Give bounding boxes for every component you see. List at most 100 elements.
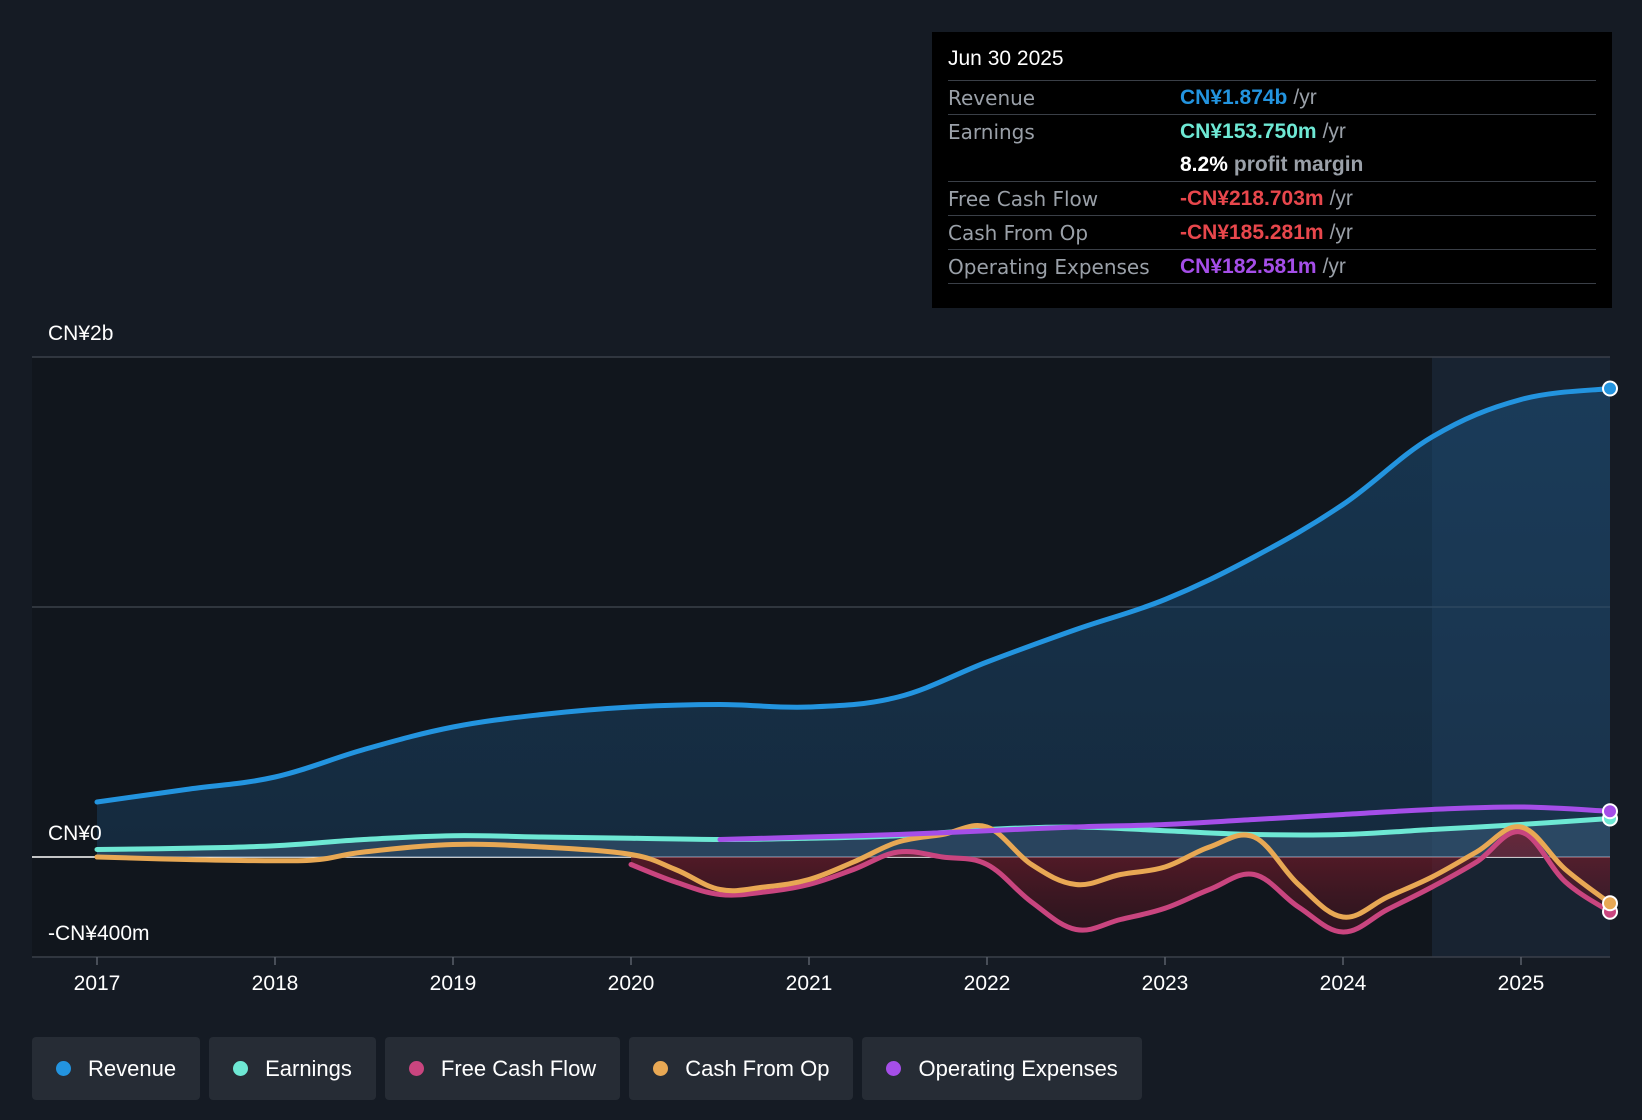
cash-from-op-point[interactable] (1474, 849, 1480, 855)
operating-expenses-point[interactable] (1429, 807, 1435, 813)
cash-from-op-point[interactable] (1385, 894, 1391, 900)
legend-item-free-cash-flow[interactable]: Free Cash Flow (384, 1037, 621, 1100)
x-tick-label: 2021 (786, 972, 833, 995)
legend-item-cash-from-op[interactable]: Cash From Op (629, 1037, 854, 1100)
free-cash-flow-point[interactable] (1340, 929, 1346, 935)
revenue-point[interactable] (450, 724, 456, 730)
free-cash-flow-point[interactable] (940, 854, 946, 860)
revenue-point[interactable] (272, 774, 278, 780)
operating-expenses-point[interactable] (717, 837, 723, 843)
free-cash-flow-point[interactable] (1251, 872, 1257, 878)
free-cash-flow-point[interactable] (1029, 899, 1035, 905)
earnings-point[interactable] (628, 835, 634, 841)
cash-from-op-point[interactable] (1296, 882, 1302, 888)
revenue-point[interactable] (984, 659, 990, 665)
cash-from-op-point[interactable] (183, 857, 189, 863)
free-cash-flow-point[interactable] (1207, 887, 1213, 893)
cash-from-op-point[interactable] (1162, 864, 1168, 870)
cash-from-op-point[interactable] (895, 839, 901, 845)
earnings-point[interactable] (1340, 832, 1346, 838)
cash-from-op-point[interactable] (806, 877, 812, 883)
cash-from-op-point[interactable] (94, 854, 100, 860)
cash-from-op-point[interactable] (1118, 872, 1124, 878)
cash-from-op-point[interactable] (272, 858, 278, 864)
cash-from-op-point[interactable] (940, 832, 946, 838)
free-cash-flow-point[interactable] (628, 862, 634, 868)
tooltip-date: Jun 30 2025 (948, 44, 1596, 81)
free-cash-flow-point[interactable] (895, 849, 901, 855)
cash-from-op-point[interactable] (1207, 844, 1213, 850)
cash-from-op-point[interactable] (1029, 862, 1035, 868)
free-cash-flow-point[interactable] (1073, 927, 1079, 933)
tooltip-row-unit: /yr (1322, 254, 1346, 278)
cash-from-op-point[interactable] (1251, 834, 1257, 840)
revenue-point[interactable] (1340, 502, 1346, 508)
operating-expenses-point[interactable] (1073, 824, 1079, 830)
operating-expenses-point[interactable] (1162, 822, 1168, 828)
earnings-point[interactable] (539, 834, 545, 840)
legend-item-revenue[interactable]: Revenue (32, 1037, 201, 1100)
cash-from-op-point[interactable] (851, 859, 857, 865)
revenue-point[interactable] (895, 694, 901, 700)
earnings-point[interactable] (183, 845, 189, 851)
revenue-point[interactable] (1518, 397, 1524, 403)
cash-from-op-point[interactable] (1429, 874, 1435, 880)
free-cash-flow-point[interactable] (851, 867, 857, 873)
operating-expenses-point[interactable] (1518, 804, 1524, 810)
cash-from-op-point[interactable] (1518, 824, 1524, 830)
operating-expenses-point[interactable] (984, 828, 990, 834)
cash-from-op-point[interactable] (450, 842, 456, 848)
cash-from-op-point[interactable] (762, 884, 768, 890)
free-cash-flow-point[interactable] (673, 879, 679, 885)
revenue-line (94, 386, 1613, 805)
legend-item-label: Free Cash Flow (440, 1055, 597, 1081)
cash-from-op-point[interactable] (539, 844, 545, 850)
tooltip-row-unit: /yr (1329, 220, 1353, 244)
legend-item-earnings[interactable]: Earnings (209, 1037, 376, 1100)
legend-item-operating-expenses[interactable]: Operating Expenses (862, 1037, 1142, 1100)
revenue-point[interactable] (1073, 627, 1079, 633)
free-cash-flow-point[interactable] (1429, 884, 1435, 890)
revenue-point[interactable] (717, 702, 723, 708)
revenue-point[interactable] (1429, 434, 1435, 440)
earnings-point[interactable] (361, 837, 367, 843)
cash-from-op-point[interactable] (673, 867, 679, 873)
earnings-point[interactable] (1162, 828, 1168, 834)
free-cash-flow-point[interactable] (1296, 904, 1302, 910)
free-cash-flow-point[interactable] (1385, 907, 1391, 913)
cash-from-op-point[interactable] (1563, 867, 1569, 873)
cash-from-op-point[interactable] (1340, 914, 1346, 920)
revenue-point[interactable] (94, 799, 100, 805)
revenue-point[interactable] (1162, 597, 1168, 603)
earnings-point[interactable] (1429, 827, 1435, 833)
cash-from-op-point[interactable] (1073, 882, 1079, 888)
revenue-point[interactable] (806, 704, 812, 710)
earnings-point[interactable] (272, 843, 278, 849)
free-cash-flow-line (628, 829, 1613, 935)
revenue-point[interactable] (628, 704, 634, 710)
free-cash-flow-point[interactable] (1474, 859, 1480, 865)
revenue-point[interactable] (183, 787, 189, 793)
cash-from-op-point[interactable] (628, 852, 634, 858)
tooltip-row-value: -CN¥185.281m (1180, 220, 1324, 244)
tooltip-row: Cash From Op -CN¥185.281m/yr (948, 216, 1596, 250)
operating-expenses-point[interactable] (1251, 817, 1257, 823)
tooltip-row: Operating Expenses CN¥182.581m/yr (948, 250, 1596, 284)
operating-expenses-point[interactable] (806, 834, 812, 840)
revenue-point[interactable] (1251, 554, 1257, 560)
revenue-point[interactable] (539, 712, 545, 718)
cash-from-op-point[interactable] (717, 887, 723, 893)
free-cash-flow-point[interactable] (1563, 879, 1569, 885)
earnings-point[interactable] (94, 847, 100, 853)
free-cash-flow-point[interactable] (1118, 917, 1124, 923)
revenue-point[interactable] (361, 747, 367, 753)
operating-expenses-point[interactable] (1340, 812, 1346, 818)
operating-expenses-point[interactable] (895, 832, 901, 838)
free-cash-flow-point[interactable] (1162, 905, 1168, 911)
earnings-point[interactable] (450, 833, 456, 839)
cash-from-op-point[interactable] (361, 849, 367, 855)
free-cash-flow-point[interactable] (984, 862, 990, 868)
cash-from-op-point[interactable] (317, 857, 323, 863)
